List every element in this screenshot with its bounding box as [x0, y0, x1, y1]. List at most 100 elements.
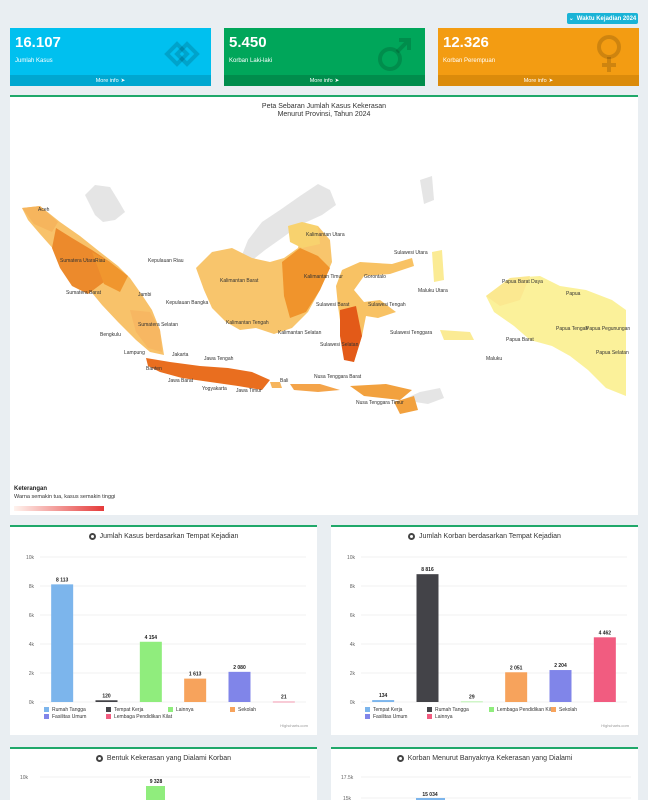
- y-tick-label: 8k: [29, 584, 35, 590]
- svg-text:Jawa Barat: Jawa Barat: [168, 378, 194, 384]
- map-region-bali[interactable]: [270, 382, 282, 388]
- stat-label: Korban Laki-laki: [229, 58, 273, 64]
- legend-swatch: [168, 707, 173, 712]
- chart-panel-victims-by-location: Jumlah Korban berdasarkan Tempat Kejadia…: [331, 525, 638, 735]
- map-region-sulawesi-selatan[interactable]: [340, 306, 362, 362]
- legend-swatch: [106, 707, 111, 712]
- chart-title: Bentuk Kekerasan yang Dialami Korban: [10, 755, 317, 762]
- map-neighbour: [85, 185, 125, 222]
- svg-text:Gorontalo: Gorontalo: [364, 274, 386, 280]
- data-label: 1 613: [189, 672, 202, 678]
- svg-text:Papua Barat Daya: Papua Barat Daya: [502, 279, 543, 285]
- male-icon: [378, 38, 411, 71]
- more-info-label: More info: [95, 77, 119, 84]
- svg-text:Bengkulu: Bengkulu: [100, 332, 121, 338]
- map-region-kalimantan-timur[interactable]: [282, 248, 330, 318]
- data-label: 8 816: [421, 567, 434, 573]
- chart-title: Jumlah Korban berdasarkan Tempat Kejadia…: [331, 533, 638, 540]
- legend-swatch: [365, 714, 370, 719]
- svg-text:Sumatera Barat: Sumatera Barat: [66, 290, 102, 296]
- y-tick-label: 2k: [29, 671, 35, 677]
- stat-box-male-victims: 5.450 Korban Laki-laki More info ➤: [224, 28, 425, 86]
- svg-text:Sulawesi Tenggara: Sulawesi Tenggara: [390, 330, 432, 336]
- data-label: 4 462: [599, 630, 612, 636]
- map-region-papua[interactable]: [486, 276, 626, 396]
- svg-text:Sulawesi Utara: Sulawesi Utara: [394, 250, 428, 256]
- chart-bar: [416, 798, 445, 800]
- legend-swatch: [44, 707, 49, 712]
- more-info-label: More info: [309, 77, 333, 84]
- chart-title: Korban Menurut Banyaknya Kekerasan yang …: [331, 755, 638, 762]
- more-info-link[interactable]: More info ➤: [224, 75, 425, 86]
- map-title: Peta Sebaran Jumlah Kasus Kekerasan: [261, 103, 387, 110]
- legend-item: Fasilitas Umum: [373, 714, 407, 720]
- svg-text:Papua Barat: Papua Barat: [506, 337, 534, 343]
- chart-icon: [396, 755, 404, 762]
- svg-text:Jawa Tengah: Jawa Tengah: [204, 356, 234, 362]
- stat-value: 5.450: [229, 34, 267, 51]
- more-info-link[interactable]: More info ➤: [438, 75, 639, 86]
- data-label: 2 051: [510, 665, 523, 671]
- map-region-maluku-utara[interactable]: [432, 250, 444, 282]
- svg-text:Jambi: Jambi: [138, 292, 151, 298]
- map-region-maluku[interactable]: [440, 330, 474, 340]
- legend-item: Fasilitas Umum: [52, 714, 86, 720]
- y-tick-label: 8k: [350, 584, 356, 590]
- y-tick-label: 17.5k: [341, 775, 354, 781]
- chart-bar: [272, 701, 295, 703]
- map-region-lampung[interactable]: [130, 310, 162, 352]
- svg-text:Aceh: Aceh: [38, 207, 50, 213]
- chart-bar: [505, 672, 528, 702]
- map-region-papua-barat-daya[interactable]: [486, 276, 530, 306]
- svg-text:Kalimantan Timur: Kalimantan Timur: [304, 274, 343, 280]
- bar-chart-cases[interactable]: 0k 2k 4k 6k 8k 10k 8 113 120 4 154 1 613 2 080 21 Ru…: [10, 545, 317, 737]
- bar-chart-violence-count[interactable]: 17.5k 15k 15 034: [331, 769, 638, 800]
- chevron-down-icon: ⌄: [568, 16, 574, 22]
- map-region-kalimantan-utara[interactable]: [288, 222, 320, 248]
- map-region-ntt-timor[interactable]: [394, 396, 418, 414]
- legend-item: Lainnya: [435, 714, 453, 720]
- more-info-link[interactable]: More info ➤: [10, 75, 211, 86]
- stat-label: Jumlah Kasus: [15, 58, 53, 64]
- svg-text:Papua Selatan: Papua Selatan: [596, 350, 629, 356]
- legend-swatch: [230, 707, 235, 712]
- svg-text:Maluku: Maluku: [486, 356, 502, 362]
- y-tick-label: 0k: [29, 700, 35, 706]
- chart-bar: [549, 670, 572, 702]
- map-region-riau[interactable]: [92, 252, 128, 292]
- filter-year-label: Waktu Kejadian 2024: [576, 15, 637, 22]
- map-region-aceh[interactable]: [22, 206, 58, 232]
- filter-year-button[interactable]: ⌄ Waktu Kejadian 2024: [567, 13, 638, 24]
- legend-swatch: [489, 707, 494, 712]
- data-label: 2 080: [233, 665, 246, 671]
- more-info-label: More info: [523, 77, 547, 84]
- data-label: 120: [102, 693, 111, 699]
- bar-chart-violence-type[interactable]: 10k 9 328: [10, 769, 317, 800]
- map-region-sumatera-utara[interactable]: [52, 228, 110, 294]
- map-region-jawa[interactable]: [146, 358, 270, 390]
- map-region-ntb[interactable]: [290, 384, 340, 392]
- legend-item: Tempat Kerja: [114, 707, 144, 713]
- svg-text:Yogyakarta: Yogyakarta: [202, 386, 227, 392]
- data-label: 134: [379, 693, 388, 699]
- indonesia-choropleth-map[interactable]: Aceh Sumatera Utara Riau Kepulauan Riau …: [10, 95, 638, 495]
- chart-bar: [460, 701, 483, 703]
- svg-text:Sulawesi Selatan: Sulawesi Selatan: [320, 342, 359, 348]
- map-region-ntt[interactable]: [350, 384, 412, 400]
- y-tick-label: 15k: [343, 796, 352, 800]
- y-tick-label: 6k: [29, 613, 35, 619]
- chart-title-text: Jumlah Korban berdasarkan Tempat Kejadia…: [419, 533, 561, 540]
- data-label: 8 113: [56, 577, 68, 583]
- svg-text:Banten: Banten: [146, 366, 162, 372]
- chart-title-text: Korban Menurut Banyaknya Kekerasan yang …: [407, 755, 573, 762]
- legend-item: Sekolah: [559, 707, 577, 713]
- stat-box-female-victims: 12.326 Korban Perempuan More info ➤: [438, 28, 639, 86]
- chart-bar: [372, 700, 395, 702]
- chart-bar: [146, 786, 165, 800]
- svg-text:Kalimantan Selatan: Kalimantan Selatan: [278, 330, 322, 336]
- data-label: 21: [281, 695, 287, 701]
- legend-gradient-bar: [14, 506, 104, 511]
- y-tick-label: 6k: [350, 613, 356, 619]
- chart-icon: [88, 533, 96, 540]
- bar-chart-victims[interactable]: 0k 2k 4k 6k 8k 10k 134 8 816 29 2 051 2 204 4 462 Te…: [331, 545, 638, 737]
